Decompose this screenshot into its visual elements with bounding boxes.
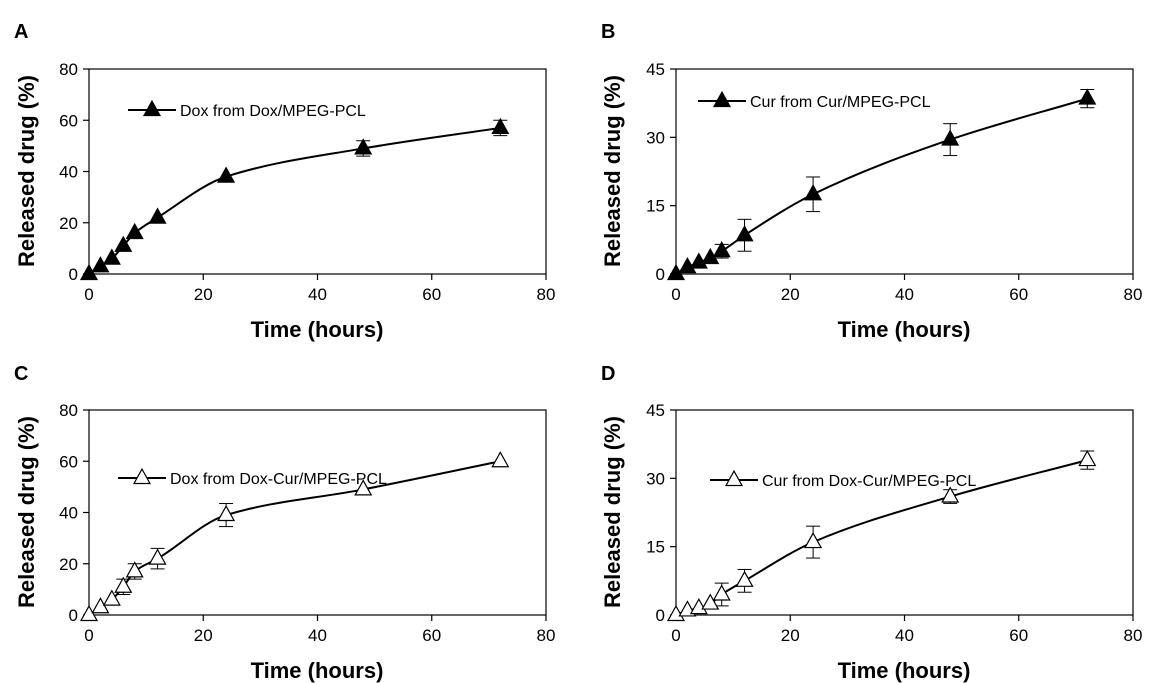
- data-point-filled-triangle: [735, 225, 754, 242]
- y-tick-label: 45: [646, 401, 665, 420]
- y-tick-label: 40: [59, 504, 78, 523]
- y-tick-label: 60: [59, 111, 78, 130]
- y-tick-label: 45: [646, 60, 665, 79]
- legend-label: Cur from Cur/MPEG-PCL: [750, 94, 931, 111]
- x-tick-label: 80: [537, 626, 556, 645]
- data-point-filled-triangle: [102, 248, 121, 265]
- chart-panel-d: D 0 20 40 60 80 0 15 30 45 Time (hours) Released dr…: [600, 363, 1142, 683]
- data-point-filled-triangle: [125, 222, 144, 240]
- data-point-open-triangle: [102, 589, 121, 606]
- x-tick-label: 0: [84, 285, 93, 304]
- x-tick-label: 60: [422, 626, 441, 645]
- legend-label: Dox from Dox/MPEG-PCL: [180, 103, 366, 120]
- x-axis-title: Time (hours): [838, 317, 971, 342]
- x-axis-title: Time (hours): [838, 658, 971, 683]
- data-point-filled-triangle: [491, 117, 510, 135]
- series-line: [88, 126, 501, 275]
- data-point-filled-triangle: [1078, 88, 1097, 105]
- data-point-open-triangle: [217, 504, 236, 522]
- data-point-open-triangle: [491, 451, 510, 468]
- plot-frame: [88, 409, 547, 616]
- x-tick-label: 80: [1124, 285, 1143, 304]
- y-axis-title: Released drug (%): [14, 416, 39, 608]
- y-axis-title: Released drug (%): [600, 416, 625, 608]
- y-tick-label: 0: [69, 606, 78, 625]
- x-tick-label: 40: [895, 285, 914, 304]
- chart-panel-a: A 0 20 40 60 80 0 20 40 60 80 Time (hours) Released …: [14, 21, 555, 342]
- data-point-open-triangle: [1078, 449, 1097, 467]
- y-tick-label: 60: [59, 452, 78, 471]
- x-tick-label: 20: [194, 626, 213, 645]
- legend-marker: [724, 469, 744, 487]
- y-tick-label: 80: [59, 401, 78, 420]
- data-point-open-triangle: [735, 570, 754, 587]
- x-tick-label: 40: [308, 626, 327, 645]
- data-point-filled-triangle: [678, 257, 697, 274]
- y-tick-label: 0: [656, 265, 665, 284]
- legend-marker: [142, 99, 162, 117]
- data-point-open-triangle: [689, 598, 708, 615]
- y-tick-label: 80: [59, 60, 78, 79]
- x-tick-label: 60: [422, 285, 441, 304]
- x-tick-label: 40: [895, 626, 914, 645]
- legend-label: Dox from Dox-Cur/MPEG-PCL: [170, 471, 387, 488]
- y-tick-label: 30: [646, 469, 665, 488]
- data-point-filled-triangle: [804, 184, 823, 201]
- panel-label: C: [14, 363, 28, 385]
- data-point-filled-triangle: [689, 252, 708, 269]
- y-tick-label: 15: [646, 538, 665, 557]
- data-point-open-triangle: [148, 548, 167, 565]
- x-tick-label: 20: [194, 285, 213, 304]
- y-tick-label: 40: [59, 163, 78, 182]
- legend-label: Cur from Dox-Cur/MPEG-PCL: [762, 473, 976, 490]
- y-tick-label: 15: [646, 197, 665, 216]
- y-tick-label: 30: [646, 128, 665, 147]
- x-tick-label: 0: [671, 285, 680, 304]
- y-tick-label: 0: [656, 606, 665, 625]
- data-point-filled-triangle: [114, 235, 133, 252]
- x-tick-label: 40: [308, 285, 327, 304]
- legend-marker: [132, 467, 152, 485]
- y-axis-title: Released drug (%): [14, 75, 39, 267]
- data-point-open-triangle: [941, 486, 960, 503]
- data-point-open-triangle: [804, 531, 823, 549]
- series-line: [675, 97, 1088, 275]
- x-tick-label: 80: [1124, 626, 1143, 645]
- data-point-open-triangle: [712, 584, 731, 601]
- x-axis-title: Time (hours): [251, 658, 384, 683]
- x-tick-label: 80: [537, 285, 556, 304]
- panel-label: B: [601, 21, 615, 43]
- chart-panel-b: B 0 20 40 60 80 0 15 30 45 Time (hours) Released dr…: [600, 21, 1142, 342]
- y-tick-label: 20: [59, 555, 78, 574]
- data-point-open-triangle: [701, 593, 720, 610]
- panel-label: A: [14, 21, 28, 43]
- y-tick-label: 0: [69, 265, 78, 284]
- x-tick-label: 20: [781, 626, 800, 645]
- data-point-filled-triangle: [148, 207, 167, 224]
- x-tick-label: 60: [1009, 285, 1028, 304]
- x-tick-label: 0: [671, 626, 680, 645]
- data-point-open-triangle: [354, 479, 373, 496]
- panel-label: D: [601, 363, 615, 385]
- data-point-open-triangle: [666, 604, 686, 622]
- data-point-filled-triangle: [941, 129, 960, 146]
- x-axis-title: Time (hours): [251, 317, 384, 342]
- data-point-filled-triangle: [712, 241, 731, 258]
- plot-frame: [88, 68, 547, 275]
- data-point-open-triangle: [125, 561, 144, 578]
- y-tick-label: 20: [59, 214, 78, 233]
- data-point-open-triangle: [114, 576, 133, 593]
- x-tick-label: 0: [84, 626, 93, 645]
- x-tick-label: 20: [781, 285, 800, 304]
- data-point-filled-triangle: [217, 166, 236, 183]
- y-axis-title: Released drug (%): [600, 75, 625, 267]
- x-tick-label: 60: [1009, 626, 1028, 645]
- legend-marker: [712, 90, 732, 108]
- data-point-filled-triangle: [354, 138, 373, 155]
- chart-panel-c: C 0 20 40 60 80 0 20 40 60 80 Time (hours) Released …: [14, 363, 555, 683]
